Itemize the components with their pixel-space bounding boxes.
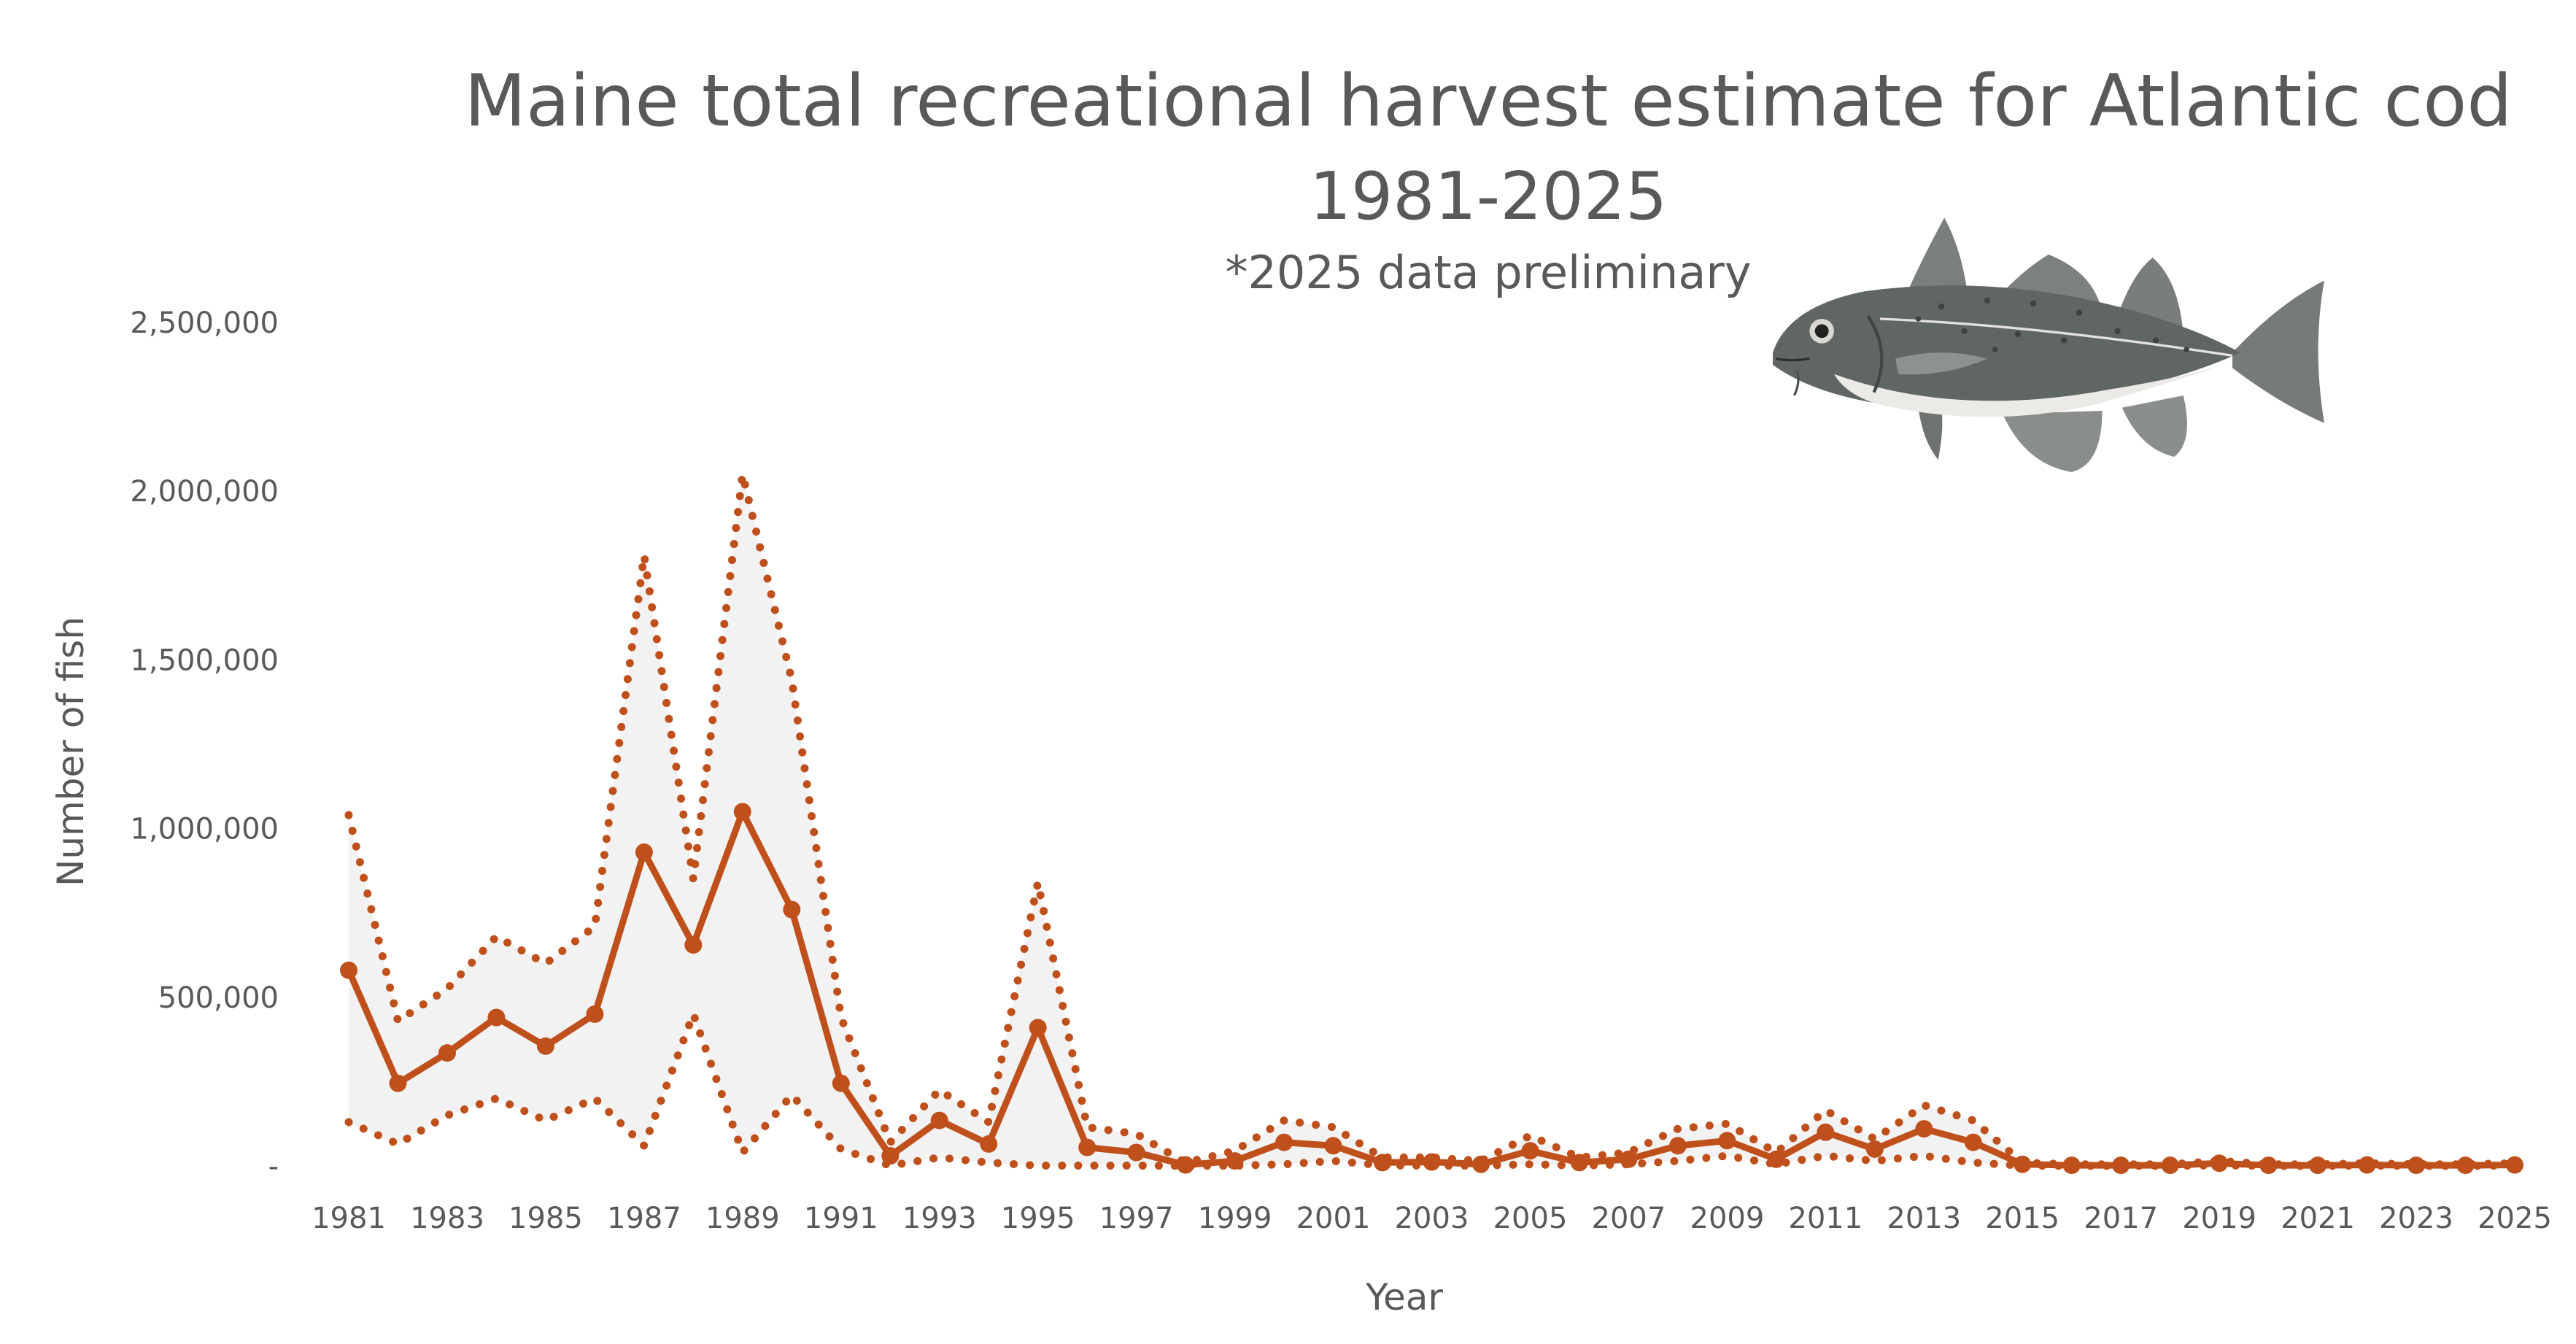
data-point-1995 (1029, 1019, 1047, 1037)
x-tick-label: 1993 (902, 1202, 977, 1235)
data-point-1992 (881, 1147, 900, 1165)
data-point-2025 (2506, 1156, 2523, 1174)
data-point-2021 (2309, 1156, 2327, 1175)
x-tick-label: 1989 (705, 1202, 780, 1235)
data-point-1997 (1127, 1143, 1145, 1162)
x-tick-label: 1987 (607, 1202, 681, 1235)
data-point-1998 (1177, 1156, 1195, 1174)
x-tick-label: 2011 (1788, 1202, 1863, 1235)
x-axis-title: Year (1365, 1276, 1443, 1318)
data-point-1996 (1078, 1138, 1096, 1156)
x-axis-ticks: 1981 1983 1985 1987 1989 1991 1993 1995 1997 1999… (312, 1202, 2552, 1235)
data-point-2016 (2062, 1156, 2081, 1175)
data-point-2006 (1570, 1154, 1588, 1172)
chart-subtitle: 1981-2025 (1310, 158, 1668, 235)
data-point-2010 (1767, 1150, 1785, 1168)
data-point-1982 (389, 1074, 407, 1092)
estimate-series (340, 803, 2523, 1175)
x-tick-label: 1983 (410, 1202, 484, 1235)
data-point-2005 (1521, 1142, 1539, 1160)
chart-note: *2025 data preliminary (1225, 246, 1751, 299)
x-tick-label: 2013 (1887, 1202, 1961, 1235)
data-point-1989 (733, 803, 751, 821)
confidence-band-area (349, 474, 2515, 1166)
data-point-2024 (2456, 1156, 2475, 1175)
data-point-1991 (832, 1074, 850, 1092)
x-tick-label: 2021 (2281, 1202, 2355, 1235)
data-point-1988 (684, 936, 703, 954)
data-point-1984 (487, 1008, 506, 1027)
data-point-2020 (2259, 1156, 2278, 1175)
data-point-2001 (1324, 1137, 1342, 1155)
y-axis-title: Number of fish (50, 617, 92, 887)
y-tick-label: 2,500,000 (130, 306, 279, 340)
x-tick-label: 2009 (1690, 1202, 1765, 1235)
y-axis-ticks: - 500,000 1,000,000 1,500,000 2,000,000 2,500… (130, 306, 279, 1183)
data-point-2013 (1915, 1120, 1933, 1138)
x-tick-label: 1991 (804, 1202, 878, 1235)
data-point-2015 (2014, 1155, 2032, 1173)
x-tick-label: 2005 (1493, 1202, 1568, 1235)
y-tick-label: 1,500,000 (130, 644, 279, 677)
data-point-2007 (1620, 1150, 1638, 1168)
x-tick-label: 1999 (1198, 1202, 1272, 1235)
data-point-1987 (635, 843, 653, 861)
data-point-2012 (1865, 1140, 1884, 1158)
data-point-1994 (980, 1135, 998, 1153)
x-tick-label: 1981 (312, 1202, 386, 1235)
data-point-1999 (1226, 1152, 1244, 1170)
data-point-2009 (1718, 1132, 1736, 1150)
x-tick-label: 2003 (1395, 1202, 1469, 1235)
data-point-2022 (2358, 1156, 2376, 1174)
data-point-2019 (2211, 1154, 2229, 1173)
x-tick-label: 2017 (2084, 1202, 2158, 1235)
y-tick-label: - (268, 1150, 279, 1183)
data-point-1983 (438, 1044, 456, 1062)
data-point-2017 (2112, 1156, 2130, 1175)
data-point-2003 (1423, 1153, 1441, 1171)
data-point-2008 (1668, 1137, 1687, 1155)
x-tick-label: 1995 (1001, 1202, 1075, 1235)
data-point-2004 (1472, 1155, 1490, 1173)
y-tick-label: 2,000,000 (130, 475, 279, 509)
data-point-1990 (783, 900, 801, 919)
data-point-1981 (340, 961, 357, 979)
chart-title: Maine total recreational harvest estimat… (464, 60, 2512, 143)
x-tick-label: 2019 (2182, 1202, 2256, 1235)
data-point-2002 (1374, 1154, 1391, 1172)
x-tick-label: 2025 (2478, 1202, 2552, 1235)
confidence-band (349, 474, 2515, 1166)
x-tick-label: 2023 (2379, 1202, 2453, 1235)
data-point-2011 (1817, 1123, 1835, 1141)
data-point-2018 (2161, 1156, 2179, 1175)
data-point-2000 (1275, 1133, 1293, 1151)
x-tick-label: 2007 (1592, 1202, 1666, 1235)
y-tick-label: 500,000 (158, 981, 279, 1015)
data-point-1993 (930, 1111, 948, 1129)
x-tick-label: 1985 (508, 1202, 583, 1235)
x-tick-label: 2001 (1296, 1202, 1371, 1235)
atlantic-cod-illustration (1773, 217, 2324, 472)
data-point-2014 (1964, 1133, 1982, 1151)
x-tick-label: 1997 (1099, 1202, 1174, 1235)
x-tick-label: 2015 (1985, 1202, 2059, 1235)
data-point-1985 (536, 1037, 554, 1055)
data-point-1986 (586, 1005, 604, 1023)
data-point-2023 (2407, 1156, 2425, 1175)
y-tick-label: 1,000,000 (130, 813, 279, 846)
